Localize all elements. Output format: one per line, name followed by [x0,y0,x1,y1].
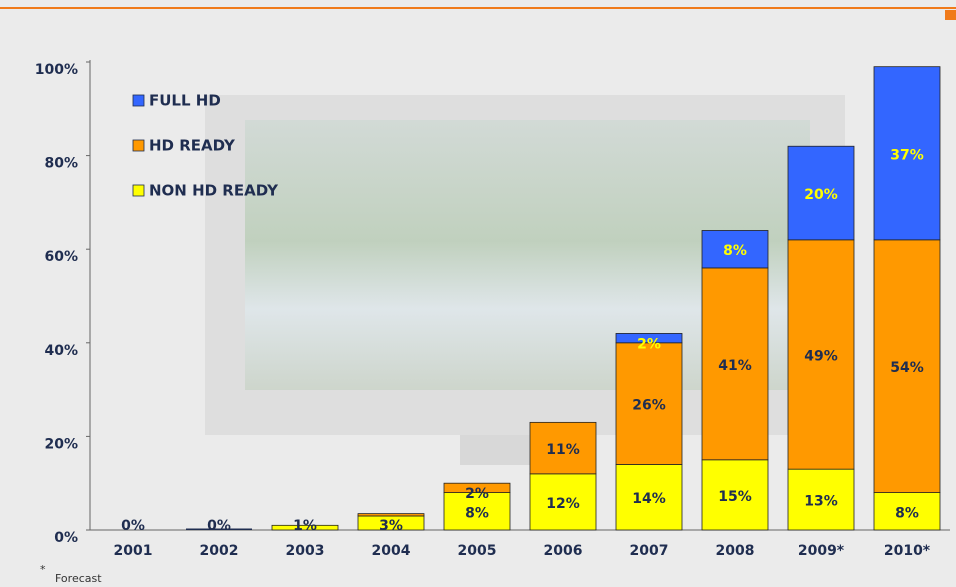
legend-label: HD READY [149,137,236,155]
data-label: 13% [804,494,838,510]
legend-swatch [133,185,144,196]
y-tick-label: 40% [44,343,78,359]
data-label: 3% [379,518,403,534]
data-label: 37% [890,147,924,163]
data-label: 54% [890,360,924,376]
y-tick-label: 80% [44,156,78,172]
y-tick-label: 60% [44,249,78,265]
data-label: 8% [465,505,489,521]
data-label: 11% [546,442,580,458]
data-label: 26% [632,398,666,414]
data-label: 20% [804,187,838,203]
x-tick-label: 2003 [286,543,325,559]
x-tick-label: 2009* [798,543,845,559]
data-label: 8% [723,243,747,259]
bar-segment [358,514,424,516]
x-tick-label: 2008 [716,543,755,559]
chart: * Forecast 0% 20% 40% 60% 80% 100% FULL HD HD R… [0,0,956,587]
y-tick-label: 20% [44,436,78,452]
x-tick-label: 2010* [884,543,931,559]
footnote-text: Forecast [55,572,102,585]
x-tick-label: 2004 [372,543,411,559]
data-label: 1% [293,518,317,534]
legend-label: NON HD READY [149,182,279,200]
data-label: 2% [465,486,489,502]
corner-mark [945,10,956,20]
data-label: 8% [895,505,919,521]
data-label: 12% [546,496,580,512]
legend-swatch [133,140,144,151]
data-label: 41% [718,358,752,374]
data-label: 0% [207,518,231,534]
data-label: 49% [804,349,838,365]
data-label: 15% [718,489,752,505]
data-label: 2% [637,336,661,352]
x-tick-label: 2001 [114,543,153,559]
x-tick-label: 2006 [544,543,583,559]
x-tick-label: 2007 [630,543,669,559]
x-tick-label: 2002 [200,543,239,559]
data-label: 0% [121,518,145,534]
legend-swatch [133,95,144,106]
x-tick-label: 2005 [458,543,497,559]
legend-label: FULL HD [149,92,221,110]
y-tick-label: 0% [54,530,78,546]
y-tick-label: 100% [35,62,78,78]
page: * Forecast 0% 20% 40% 60% 80% 100% FULL HD HD R… [0,0,956,587]
footnote-marker: * [40,563,46,576]
data-label: 14% [632,491,666,507]
